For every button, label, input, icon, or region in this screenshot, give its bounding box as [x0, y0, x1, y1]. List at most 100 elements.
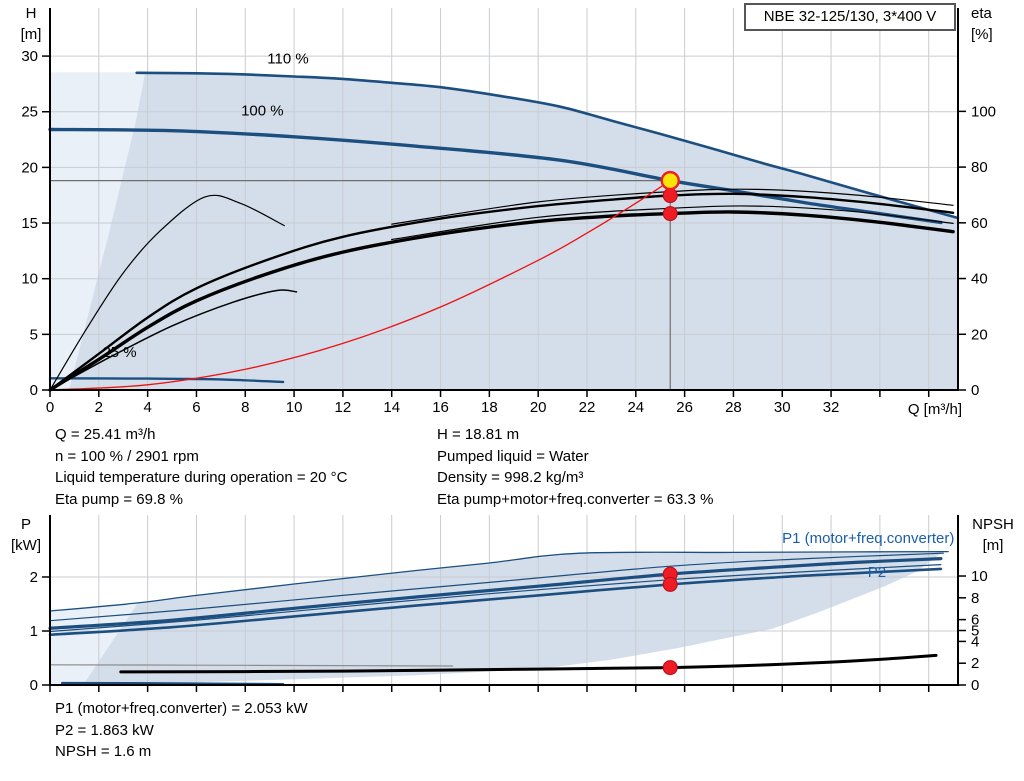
- duty-point[interactable]: [660, 170, 680, 191]
- y-left-tick-label: 25: [21, 104, 38, 121]
- info-line-flow: Q = 25.41 m³/h: [55, 426, 156, 443]
- head-axis-unit-label: H [m]: [10, 3, 52, 45]
- x-tick-label: 30: [774, 399, 791, 416]
- curve-110pct-path: [135, 71, 960, 220]
- y-right-tick-label: 8: [971, 590, 979, 607]
- npsh-axis-unit: [m]: [982, 537, 1004, 554]
- y-right-tick-label: 5: [971, 623, 979, 640]
- y-right-tick-label: 80: [971, 159, 988, 176]
- eta-axis-symbol: eta: [971, 5, 992, 22]
- curve-label: P1 (motor+freq.converter): [782, 530, 954, 547]
- power-info-block: P1 (motor+freq.converter) = 2.053 kW P2 …: [55, 698, 308, 763]
- x-tick-label: 18: [481, 399, 498, 416]
- eta-total-110-curve-path: [391, 205, 954, 241]
- info-line-p2: P2 = 1.863 kW: [55, 721, 154, 739]
- y-right-tick-label: 10: [971, 568, 988, 585]
- y-left-tick-label: 15: [21, 215, 38, 232]
- duty-info-right: H = 18.81 m Pumped liquid = Water Densit…: [437, 424, 713, 510]
- x-tick-label: 4: [143, 399, 151, 416]
- x-tick-label: 22: [579, 399, 596, 416]
- low-flow-range: [50, 72, 146, 390]
- eta-axis-unit-label: eta [%]: [971, 3, 1021, 45]
- eta-total-point: [662, 206, 678, 222]
- y-left-tick-label: 5: [30, 326, 38, 343]
- info-line-liquid-temp: Liquid temperature during operation = 20…: [55, 469, 348, 486]
- gridlines: [50, 515, 958, 685]
- pump-model-label: NBE 32-125/130, 3*400 V: [763, 8, 937, 25]
- x-tick-label: 14: [383, 399, 400, 416]
- info-line-eta-pump: Eta pump = 69.8 %: [55, 490, 183, 508]
- p2-110-curve-path: [49, 564, 942, 633]
- axes: 0 1 2 0 2 456 8 10: [30, 515, 988, 694]
- x-tick-label: 16: [432, 399, 449, 416]
- y-right-tick-label: 40: [971, 271, 988, 288]
- eta-total-curve-path: [48, 210, 955, 392]
- x-tick-label: 32: [823, 399, 840, 416]
- eta-arc-low-speed-1-path: [49, 194, 285, 391]
- y-right-tick-label: 6: [971, 612, 979, 629]
- x-tick-label: 26: [676, 399, 693, 416]
- gridlines: [50, 8, 958, 390]
- y-right-tick-label: 0: [971, 382, 979, 399]
- eta-pump-curve-path: [48, 192, 955, 392]
- x-tick-label: 0: [46, 399, 54, 416]
- npsh-point: [662, 660, 678, 676]
- eta-pump-point: [662, 188, 678, 204]
- eta-axis-unit: [%]: [971, 26, 993, 43]
- p2-point: [662, 576, 678, 592]
- p2-curve-path: [48, 567, 943, 637]
- y-right-tick-label: 0: [971, 677, 979, 694]
- system-curve-path: [49, 179, 671, 391]
- npsh-axis-unit-label: NPSH [m]: [964, 514, 1022, 556]
- npsh-curve-path: [119, 653, 938, 674]
- y-right-tick-label: 2: [971, 655, 979, 672]
- curve-25pct-path: [48, 377, 285, 384]
- flow-axis-unit-label: Q [m³/h]: [907, 401, 962, 418]
- p1-110-curve-path: [49, 552, 944, 622]
- curve-label: P2: [868, 564, 886, 581]
- p1-curve-path: [48, 557, 943, 630]
- x-tick-label: 8: [241, 399, 249, 416]
- head-capacity-chart: 0 2 4 6 8 10 12 14 16 18 20 22 24 26 28 30 3205101520253…: [21, 8, 996, 416]
- head-axis-unit: [m]: [20, 26, 42, 43]
- info-line-p1: P1 (motor+freq.converter) = 2.053 kW: [55, 700, 308, 717]
- x-tick-label: 6: [192, 399, 200, 416]
- npsh-axis-symbol: NPSH: [972, 516, 1014, 533]
- x-tick-label: 20: [530, 399, 547, 416]
- y-right-tick-label: 100: [971, 103, 996, 120]
- y-left-tick-label: 30: [21, 48, 38, 65]
- curve-label: 100 %: [241, 103, 284, 120]
- power-axis-unit: [kW]: [11, 537, 41, 554]
- y-left-tick-label: 10: [21, 271, 38, 288]
- y-right-tick-label: 20: [971, 326, 988, 343]
- y-left-tick-label: 20: [21, 159, 38, 176]
- y-left-tick-label: 1: [30, 623, 38, 640]
- eta-arc-low-speed-2-path: [49, 289, 298, 391]
- power-axis-unit-label: P [kW]: [5, 514, 47, 556]
- allowed-operating-range: [69, 72, 958, 390]
- npsh-aux-line-path: [49, 664, 454, 667]
- info-line-eta-total: Eta pump+motor+freq.converter = 63.3 %: [437, 490, 714, 508]
- x-tick-label: 12: [335, 399, 352, 416]
- y-left-tick-label: 0: [30, 382, 38, 399]
- info-line-density: Density = 998.2 kg/m³: [437, 469, 584, 486]
- curve-label: 110 %: [267, 50, 308, 67]
- x-tick-label: 24: [627, 399, 644, 416]
- head-axis-symbol: H: [25, 5, 37, 22]
- x-tick-label: 2: [95, 399, 103, 416]
- axes: 0 2 4 6 8 10 12 14 16 18 20 22 24 26 28 30 3205101520253…: [21, 8, 996, 416]
- power-npsh-chart: 0 1 2 0 2 456 8 10 P1 (motor+freq.converter) P2: [30, 515, 988, 694]
- info-line-speed: n = 100 % / 2901 rpm: [55, 447, 199, 465]
- info-line-pumped-liquid: Pumped liquid = Water: [437, 447, 589, 465]
- curve-100pct-path: [48, 127, 943, 225]
- y-left-tick-label: 0: [30, 677, 38, 694]
- envelope-top-curve-path: [49, 550, 949, 612]
- y-left-tick-label: 2: [30, 569, 38, 586]
- curve-label: 25 %: [102, 344, 136, 361]
- allowed-operating-range: [83, 551, 944, 685]
- x-tick-label: 10: [286, 399, 303, 416]
- eta-pump-110-curve-path: [391, 188, 954, 225]
- duty-info-left: Q = 25.41 m³/h n = 100 % / 2901 rpm Liqu…: [55, 424, 347, 510]
